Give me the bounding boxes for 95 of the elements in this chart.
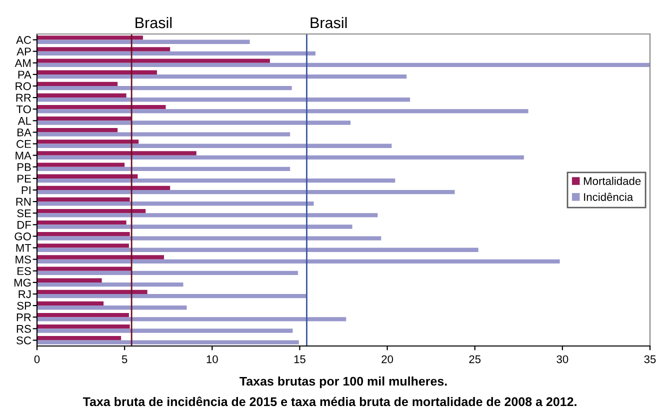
bar [37, 197, 130, 202]
y-tick-label: RR [16, 94, 31, 102]
bar [37, 213, 378, 218]
legend-label: Mortalidade [584, 176, 641, 186]
y-tick-label: MA [16, 152, 32, 160]
bar [37, 220, 126, 225]
bar [37, 104, 166, 110]
bar [37, 151, 196, 156]
bar [37, 166, 290, 172]
bar [37, 259, 560, 264]
bar [37, 58, 270, 63]
y-tick-label: PE [18, 174, 31, 182]
bar [37, 290, 148, 294]
y-tick-label: MS [16, 256, 31, 264]
y-tick-label: AL [18, 117, 32, 125]
bar [37, 255, 164, 260]
bar [37, 144, 392, 148]
bar [37, 248, 478, 252]
bar [37, 178, 396, 183]
bar [37, 266, 132, 271]
x-tick-label: 35 [644, 355, 656, 364]
bar [37, 140, 139, 144]
bar [37, 282, 184, 287]
bar [37, 270, 298, 276]
bar [37, 120, 351, 125]
bar [37, 294, 307, 298]
bar [37, 86, 292, 90]
x-tick-label: 15 [294, 355, 306, 364]
bar [37, 128, 118, 132]
bar [37, 244, 129, 248]
y-tick-label: BA [18, 128, 32, 136]
bar [37, 190, 455, 194]
bar [37, 328, 293, 333]
ref-line-label: Brasil [310, 16, 347, 28]
x-tick-label: 20 [382, 355, 394, 364]
bar [37, 82, 118, 86]
y-tick-label: SE [17, 209, 31, 218]
bar [37, 162, 125, 167]
bar [37, 62, 650, 68]
y-tick-label: TO [16, 105, 31, 114]
y-tick-label: PB [18, 163, 31, 171]
y-tick-label: PI [22, 186, 30, 194]
x-tick-label: 30 [556, 355, 568, 364]
bar [37, 70, 157, 74]
y-tick-label: MT [16, 244, 32, 252]
ref-line-label: Brasil [136, 16, 172, 28]
bar [37, 224, 352, 229]
y-tick-label: AC [16, 36, 32, 44]
bar [37, 40, 250, 44]
bar [37, 340, 299, 344]
bar [37, 202, 314, 206]
y-tick-label: SP [17, 302, 31, 310]
bar [37, 312, 129, 318]
bar [37, 98, 410, 102]
x-tick-label: 0 [34, 355, 40, 364]
bar [37, 47, 170, 52]
y-tick-label: RN [16, 198, 31, 206]
bar [37, 317, 346, 322]
y-tick-label: MG [14, 278, 31, 287]
y-tick-label: PR [16, 313, 31, 322]
bar [37, 208, 146, 214]
y-tick-label: GO [14, 232, 31, 240]
bar [37, 336, 122, 340]
y-tick-label: SC [16, 336, 32, 344]
y-tick-label: ES [18, 267, 31, 276]
bar [37, 301, 104, 306]
y-tick-label: DF [18, 221, 31, 229]
x-tick-label: 10 [206, 355, 218, 364]
x-tick-label: 25 [469, 355, 481, 364]
y-tick-label: PA [18, 70, 32, 78]
y-tick-label: RO [16, 82, 31, 90]
y-tick-label: AP [16, 48, 31, 56]
y-tick-label: RJ [18, 290, 31, 298]
bar [37, 74, 407, 79]
bar [37, 324, 130, 329]
bar [37, 236, 382, 240]
bar [37, 174, 138, 178]
bar [37, 306, 187, 310]
x-axis-title: Taxas brutas por 100 mil mulheres. [240, 376, 447, 388]
bar [37, 155, 524, 160]
text: Taxa bruta de incidência de 2015 e taxa média bruta de mortalidade de 2008 a 2012. [82, 396, 576, 406]
x-tick-label: 5 [122, 355, 128, 364]
y-tick-label: AM [14, 59, 31, 67]
bar [37, 186, 170, 190]
bar [37, 93, 126, 98]
bar [37, 51, 316, 56]
bar [37, 232, 130, 236]
y-tick-label: RS [16, 324, 31, 333]
bar [37, 36, 143, 40]
bar [37, 109, 528, 114]
legend-label: Incidência [584, 192, 634, 201]
bar [37, 278, 102, 282]
y-tick-label: CE [16, 140, 31, 148]
bar [37, 116, 132, 121]
bar [37, 132, 290, 136]
